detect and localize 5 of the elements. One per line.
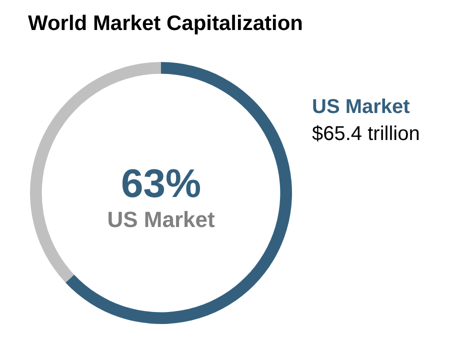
slice-label: US Market: [107, 207, 216, 232]
slice-label: US Market: [312, 96, 411, 119]
data-label: 63%: [120, 162, 202, 206]
text: $65.4 trillion: [312, 123, 420, 146]
chart-title: World Market Capitalization: [28, 12, 303, 36]
